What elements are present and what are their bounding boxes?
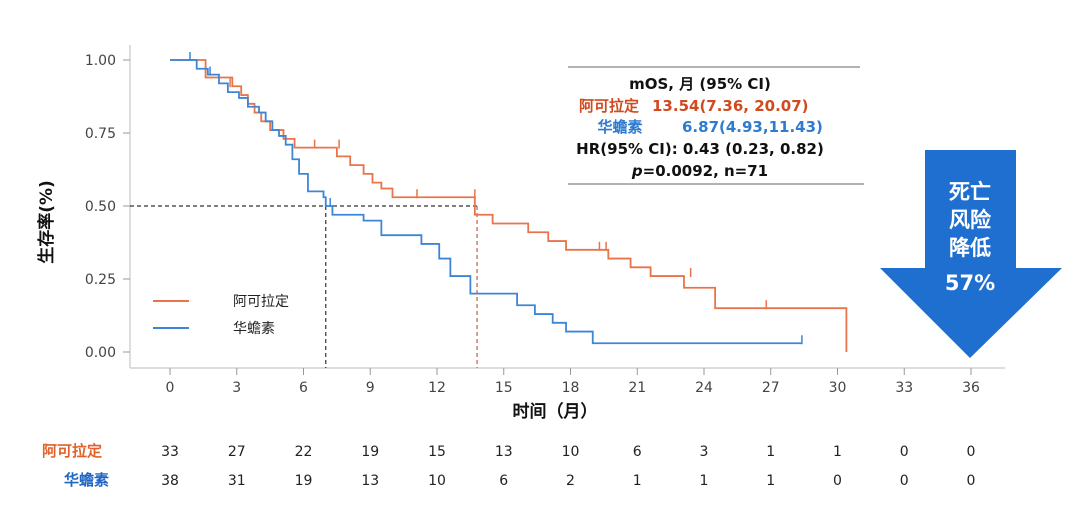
x-tick-label: 21 — [628, 380, 646, 396]
x-tick-label: 12 — [428, 380, 446, 396]
risk-value: 31 — [228, 473, 246, 489]
stats-header: mOS, 月 (95% CI) — [629, 75, 771, 93]
median-lines — [130, 205, 478, 368]
risk-value: 6 — [633, 444, 642, 460]
y-tick-labels: 0.00 0.25 0.50 0.75 1.00 — [85, 53, 130, 361]
risk-value: 0 — [900, 444, 909, 460]
risk-value: 1 — [766, 473, 775, 489]
x-tick-label: 3 — [232, 380, 241, 396]
legend-label-series-2: 华蟾素 — [233, 321, 275, 337]
survival-curves — [170, 52, 848, 352]
y-tick-label: 0.25 — [85, 272, 116, 288]
stats-p-value: p=0.0092, n=71 — [631, 162, 768, 180]
risk-value: 6 — [499, 473, 508, 489]
y-tick-label: 0.00 — [85, 345, 116, 361]
arrow-line-3: 降低 — [949, 236, 991, 260]
risk-value: 1 — [766, 444, 775, 460]
x-tick-label: 30 — [829, 380, 847, 396]
stats-box: mOS, 月 (95% CI) 阿可拉定 13.54(7.36, 20.07) … — [568, 66, 864, 185]
risk-value: 3 — [700, 444, 709, 460]
x-tick-label: 27 — [762, 380, 780, 396]
risk-value: 22 — [295, 444, 313, 460]
risk-value: 19 — [361, 444, 379, 460]
risk-value: 0 — [833, 473, 842, 489]
survival-curve-series-1 — [170, 59, 848, 352]
risk-value: 38 — [161, 473, 179, 489]
arrow-line-1: 死亡 — [949, 180, 991, 204]
risk-value: 27 — [228, 444, 246, 460]
legend: 阿可拉定 华蟾素 — [153, 294, 289, 337]
risk-values: 33 27 22 19 15 13 10 6 3 1 1 0 038 31 19 13 10 6 2 1 1 1 0 0 0 — [161, 444, 975, 489]
x-tick-label: 18 — [562, 380, 580, 396]
arrow-line-2: 风险 — [949, 208, 992, 232]
risk-value: 1 — [833, 444, 842, 460]
x-tick-label: 24 — [695, 380, 713, 396]
down-arrow-icon — [880, 150, 1062, 358]
p-rest: =0.0092, n=71 — [643, 162, 769, 180]
survival-curve-series-2 — [170, 59, 802, 345]
x-tick-label: 0 — [166, 380, 175, 396]
risk-value: 33 — [161, 444, 179, 460]
stats-row-2-value: 6.87(4.93,11.43) — [682, 118, 823, 136]
x-tick-label: 36 — [962, 380, 980, 396]
risk-value: 1 — [700, 473, 709, 489]
risk-value: 0 — [967, 473, 976, 489]
x-tick-label: 9 — [366, 380, 375, 396]
risk-value: 10 — [562, 444, 580, 460]
risk-row-1-label: 阿可拉定 — [42, 442, 102, 460]
risk-value: 19 — [295, 473, 313, 489]
risk-row-2-label: 华蟾素 — [64, 471, 109, 489]
risk-value: 13 — [361, 473, 379, 489]
stats-hr: HR(95% CI): 0.43 (0.23, 0.82) — [576, 140, 824, 158]
risk-value: 0 — [967, 444, 976, 460]
p-symbol: p — [631, 162, 643, 180]
x-tick-label: 33 — [895, 380, 913, 396]
risk-value: 2 — [566, 473, 575, 489]
stats-row-2-label: 华蟾素 — [597, 118, 642, 136]
risk-reduction-arrow: 死亡 风险 降低 57% — [880, 150, 1062, 358]
risk-table: 阿可拉定 华蟾素 33 27 22 19 15 13 10 6 3 1 1 0 038 31 19 13 10 6… — [42, 442, 975, 489]
y-tick-label: 0.50 — [85, 199, 116, 215]
x-tick-label: 6 — [299, 380, 308, 396]
stats-row-1-label: 阿可拉定 — [579, 97, 639, 115]
x-tick-label: 15 — [495, 380, 513, 396]
risk-value: 15 — [428, 444, 446, 460]
y-axis-title: 生存率(%) — [36, 180, 57, 264]
stats-row-1-value: 13.54(7.36, 20.07) — [652, 97, 809, 115]
risk-value: 13 — [495, 444, 513, 460]
risk-value: 0 — [900, 473, 909, 489]
y-tick-label: 0.75 — [85, 126, 116, 142]
risk-value: 1 — [633, 473, 642, 489]
y-tick-label: 1.00 — [85, 53, 116, 69]
legend-label-series-1: 阿可拉定 — [233, 294, 289, 310]
x-tick-labels: 0 3 6 9 12 15 18 21 24 27 30 33 36 — [166, 368, 980, 396]
risk-value: 10 — [428, 473, 446, 489]
arrow-line-4: 57% — [945, 271, 995, 295]
x-axis-title: 时间（月） — [513, 401, 598, 422]
